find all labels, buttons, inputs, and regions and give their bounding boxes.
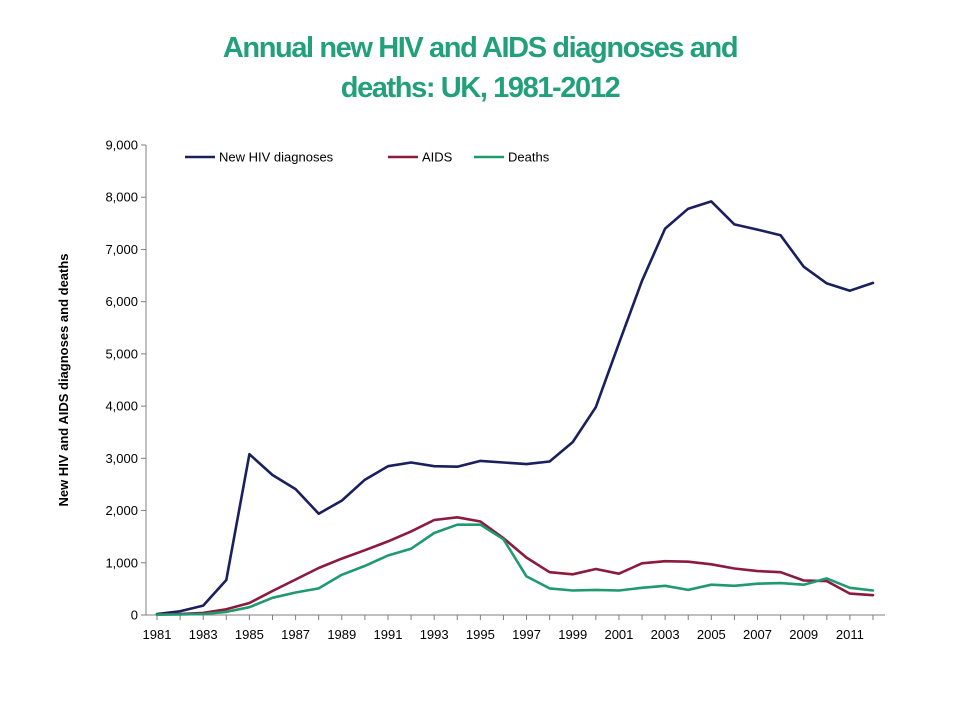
x-tick-label: 1991 xyxy=(374,627,403,642)
y-tick-label: 7,000 xyxy=(105,242,138,257)
x-tick-label: 2011 xyxy=(836,627,864,642)
x-tick-label: 2001 xyxy=(604,627,633,642)
x-tick-label: 1981 xyxy=(143,627,172,642)
series-line-new-hiv-diagnoses xyxy=(155,200,875,616)
legend-label: AIDS xyxy=(422,150,453,165)
y-tick-label: 2,000 xyxy=(105,503,138,518)
y-axis-ticks: 0 1,000 2,000 3,000 4,000 5,000 6,000 7,000 8,00… xyxy=(105,138,146,623)
x-tick-label: 1985 xyxy=(235,627,264,642)
legend-label: New HIV diagnoses xyxy=(219,150,334,165)
x-tick-label: 2007 xyxy=(743,627,772,642)
x-tick-label: 1993 xyxy=(420,627,449,642)
x-tick-label: 1987 xyxy=(281,627,310,642)
series-line-deaths xyxy=(155,523,875,617)
x-axis-ticks: 1981 1983 1985 1987 1989 1991 1993 1995 1997 1999… xyxy=(143,615,874,642)
y-tick-label: 5,000 xyxy=(105,346,138,361)
x-tick-label: 1997 xyxy=(512,627,541,642)
chart-title-line-2: deaths: UK, 1981-2012 xyxy=(340,72,621,104)
y-tick-label: 4,000 xyxy=(105,399,138,414)
y-axis-label: New HIV and AIDS diagnoses and deaths xyxy=(56,253,71,506)
plot-area: 0 1,000 2,000 3,000 4,000 5,000 6,000 7,000 8,00… xyxy=(105,138,885,642)
x-tick-label: 1999 xyxy=(558,627,587,642)
chart-legend: New HIV diagnoses AIDS Deaths xyxy=(185,150,550,165)
y-tick-label: 6,000 xyxy=(105,294,138,309)
chart-title-line-1: Annual new HIV and AIDS diagnoses and xyxy=(222,32,739,64)
x-tick-label: 2003 xyxy=(651,627,680,642)
y-tick-label: 3,000 xyxy=(105,451,138,466)
y-tick-label: 0 xyxy=(131,608,138,623)
chart-title: Annual new HIV and AIDS diagnoses and de… xyxy=(150,28,810,108)
x-tick-label: 2009 xyxy=(789,627,818,642)
y-tick-label: 8,000 xyxy=(105,190,138,205)
y-tick-label: 9,000 xyxy=(105,138,138,153)
x-tick-label: 2005 xyxy=(697,627,726,642)
series-lines xyxy=(155,200,875,617)
y-tick-label: 1,000 xyxy=(105,555,138,570)
series-line-aids xyxy=(155,515,875,616)
x-tick-label: 1989 xyxy=(327,627,356,642)
legend-label: Deaths xyxy=(508,150,550,165)
x-tick-label: 1983 xyxy=(189,627,218,642)
x-tick-label: 1995 xyxy=(466,627,495,642)
